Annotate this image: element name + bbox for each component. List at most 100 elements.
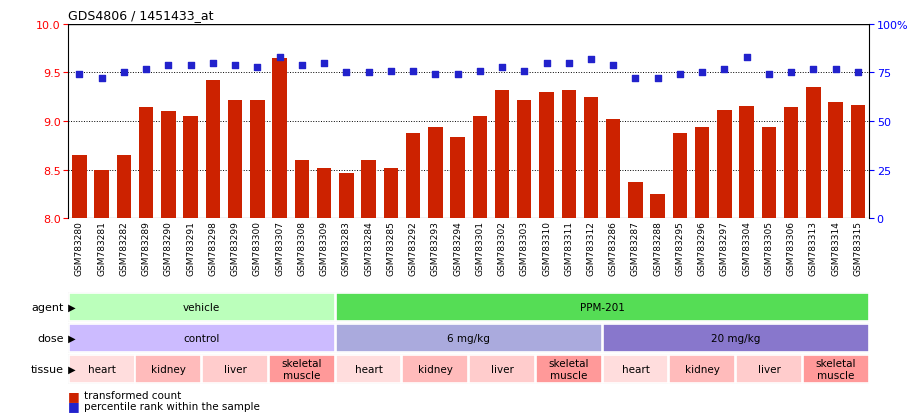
Text: GSM783288: GSM783288: [653, 221, 662, 275]
Text: GSM783286: GSM783286: [609, 221, 618, 275]
Bar: [202, 356, 268, 383]
Text: GSM783309: GSM783309: [319, 221, 329, 275]
Text: PPM-201: PPM-201: [580, 302, 624, 312]
Bar: [469, 356, 535, 383]
Text: ▶: ▶: [65, 333, 76, 343]
Point: [628, 76, 642, 83]
Bar: [672, 133, 687, 219]
Point: [695, 70, 710, 77]
Text: liver: liver: [757, 364, 781, 374]
Bar: [72, 156, 86, 219]
Point: [717, 66, 732, 73]
Bar: [517, 100, 531, 219]
Text: GSM783289: GSM783289: [142, 221, 151, 275]
Point: [583, 57, 598, 63]
Text: heart: heart: [355, 364, 382, 374]
Bar: [736, 356, 802, 383]
Point: [228, 62, 242, 69]
Bar: [472, 117, 487, 219]
Bar: [295, 161, 309, 219]
Bar: [68, 356, 135, 383]
Text: GSM783312: GSM783312: [586, 221, 595, 275]
Text: GSM783294: GSM783294: [453, 221, 462, 275]
Bar: [184, 117, 197, 219]
Text: agent: agent: [31, 302, 64, 312]
Bar: [317, 169, 331, 219]
Point: [383, 68, 398, 75]
Point: [561, 60, 576, 67]
Text: GSM783287: GSM783287: [631, 221, 640, 275]
Text: vehicle: vehicle: [183, 302, 220, 312]
Text: GSM783297: GSM783297: [720, 221, 729, 275]
Text: GSM783296: GSM783296: [698, 221, 707, 275]
Text: GSM783284: GSM783284: [364, 221, 373, 275]
Point: [762, 72, 776, 78]
Text: GSM783308: GSM783308: [298, 221, 307, 275]
Bar: [68, 325, 335, 352]
Text: 20 mg/kg: 20 mg/kg: [711, 333, 760, 343]
Bar: [336, 294, 869, 321]
Bar: [161, 112, 176, 219]
Bar: [803, 356, 869, 383]
Bar: [762, 128, 776, 219]
Text: transformed count: transformed count: [84, 390, 181, 400]
Point: [272, 55, 287, 61]
Text: GSM783282: GSM783282: [119, 221, 128, 275]
Text: GSM783310: GSM783310: [542, 221, 551, 275]
Bar: [95, 171, 109, 219]
Bar: [406, 133, 420, 219]
Text: GSM783293: GSM783293: [430, 221, 440, 275]
Text: GSM783298: GSM783298: [208, 221, 217, 275]
Bar: [740, 106, 753, 219]
Bar: [536, 356, 602, 383]
Point: [183, 62, 197, 69]
Point: [606, 62, 621, 69]
Text: liver: liver: [490, 364, 513, 374]
Text: GSM783291: GSM783291: [186, 221, 195, 275]
Bar: [784, 107, 798, 219]
Point: [116, 70, 131, 77]
Point: [95, 76, 109, 83]
Bar: [584, 97, 598, 219]
Bar: [606, 120, 621, 219]
Point: [740, 55, 754, 61]
Text: GSM783290: GSM783290: [164, 221, 173, 275]
Text: GSM783307: GSM783307: [275, 221, 284, 275]
Point: [851, 70, 865, 77]
Point: [672, 72, 687, 78]
Bar: [384, 169, 398, 219]
Bar: [68, 294, 335, 321]
Text: GSM783295: GSM783295: [675, 221, 684, 275]
Text: dose: dose: [37, 333, 64, 343]
Bar: [228, 100, 242, 219]
Text: ■: ■: [68, 389, 80, 402]
Point: [139, 66, 154, 73]
Point: [72, 72, 86, 78]
Point: [540, 60, 554, 67]
Text: control: control: [184, 333, 220, 343]
Point: [295, 62, 309, 69]
Point: [828, 66, 843, 73]
Bar: [495, 91, 510, 219]
Bar: [206, 81, 220, 219]
Point: [428, 72, 442, 78]
Bar: [361, 161, 376, 219]
Bar: [561, 91, 576, 219]
Text: GSM783300: GSM783300: [253, 221, 262, 275]
Text: GSM783283: GSM783283: [342, 221, 351, 275]
Bar: [250, 100, 265, 219]
Text: GSM783315: GSM783315: [854, 221, 863, 275]
Text: kidney: kidney: [418, 364, 452, 374]
Point: [806, 66, 821, 73]
Text: GSM783306: GSM783306: [786, 221, 795, 275]
Text: 6 mg/kg: 6 mg/kg: [447, 333, 490, 343]
Bar: [828, 102, 843, 219]
Bar: [339, 173, 353, 219]
Bar: [402, 356, 469, 383]
Text: skeletal
muscle: skeletal muscle: [281, 358, 322, 380]
Point: [206, 60, 220, 67]
Text: GSM783314: GSM783314: [831, 221, 840, 275]
Text: percentile rank within the sample: percentile rank within the sample: [84, 401, 259, 411]
Text: GSM783292: GSM783292: [409, 221, 418, 275]
Bar: [669, 356, 735, 383]
